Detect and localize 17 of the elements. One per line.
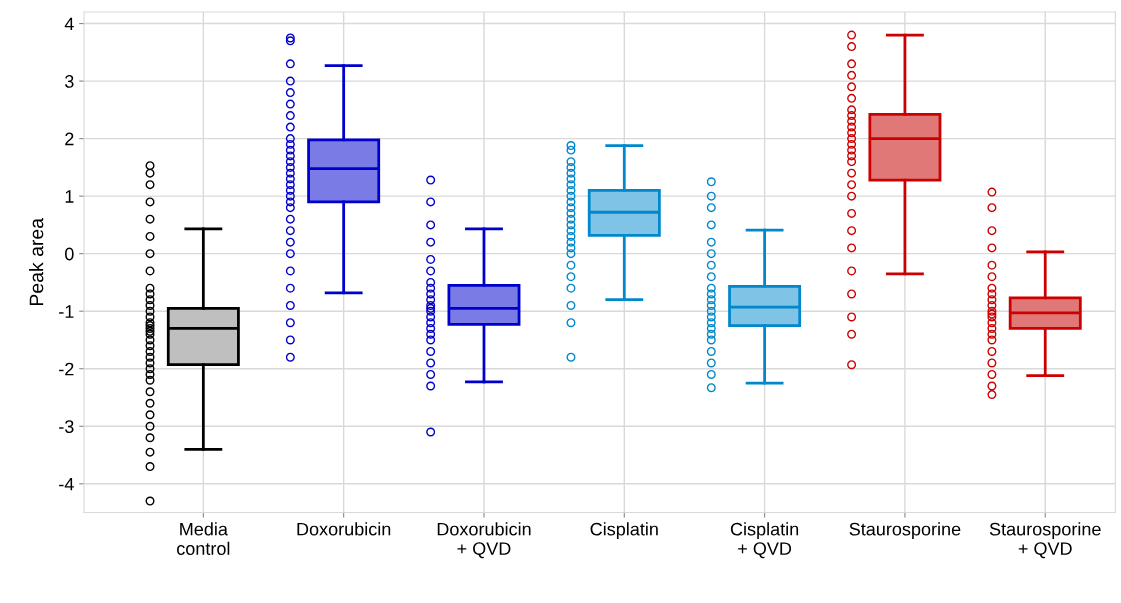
x-tick-label: Staurosporine + QVD — [989, 522, 1101, 559]
x-tick-label: Media control — [177, 522, 230, 555]
y-tick-label: -4 — [59, 477, 74, 491]
y-tick-label: 1 — [65, 190, 74, 203]
y-tick-label: 4 — [64, 17, 74, 31]
y-tick-label: -1 — [59, 305, 74, 318]
y-axis-title: Peak area — [29, 217, 44, 306]
x-tick-label: Doxorubicin — [297, 522, 391, 536]
y-tick-label: 0 — [65, 247, 74, 261]
x-tick-label: Staurosporine — [849, 522, 961, 540]
y-tick-label: 2 — [65, 132, 74, 146]
y-tick-label: 3 — [65, 75, 74, 88]
y-tick-label: -2 — [59, 362, 74, 376]
x-tick-label: Doxorubicin + QVD — [437, 522, 531, 559]
x-tick-label: Cisplatin — [590, 522, 658, 540]
y-tick-label: -3 — [59, 420, 74, 433]
x-tick-label: Cisplatin + QVD — [730, 522, 799, 559]
